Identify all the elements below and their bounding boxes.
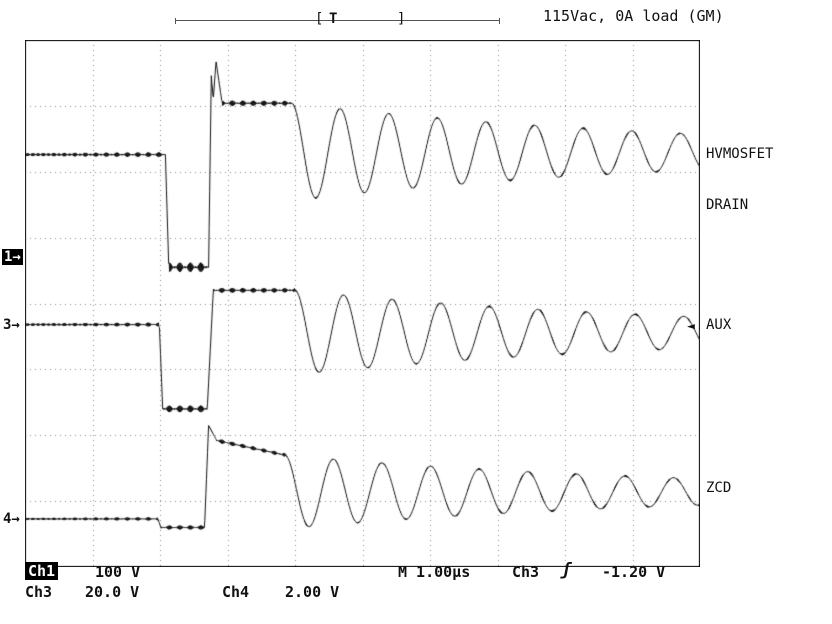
trigger-source-readout: Ch3 — [512, 563, 540, 581]
waveform-canvas — [25, 40, 700, 567]
ch1-scale-readout: 100 V — [95, 563, 141, 581]
test-condition-annotation: 115Vac, 0A load (GM) — [543, 7, 724, 25]
acquisition-window-indicator: [ T ] — [175, 11, 500, 27]
ch4-scale-readout: 2.00 V — [285, 583, 340, 601]
record-start-tick — [175, 18, 176, 24]
record-end-tick — [499, 18, 500, 24]
window-bracket-right: ] — [397, 11, 406, 27]
trace-label-line1: HVMOSFET — [706, 146, 774, 162]
channel3-ref-marker: 3→ — [3, 317, 20, 333]
trace-label-aux: AUX — [706, 317, 732, 333]
ch3-label: Ch3 — [25, 583, 53, 601]
channel4-ref-marker: 4→ — [3, 511, 20, 527]
ch3-scale-readout: 20.0 V — [85, 583, 140, 601]
timebase-readout: M 1.00µs — [398, 563, 471, 581]
trace-label-hvmosfet-drain: HVMOSFET DRAIN — [706, 112, 773, 248]
trigger-level-readout: -1.20 V — [602, 563, 666, 581]
ch4-label: Ch4 — [222, 583, 250, 601]
trigger-position-marker: T — [329, 11, 338, 27]
channel1-ref-marker: 1→ — [2, 249, 23, 265]
trigger-level-arrow-icon: ◄ — [687, 319, 695, 334]
window-bracket-left: [ — [315, 11, 324, 27]
trace-label-line2: DRAIN — [706, 197, 749, 213]
trace-label-zcd: ZCD — [706, 480, 732, 496]
trigger-slope-icon: ʃ — [561, 560, 572, 580]
ch1-badge: Ch1 — [25, 562, 59, 580]
